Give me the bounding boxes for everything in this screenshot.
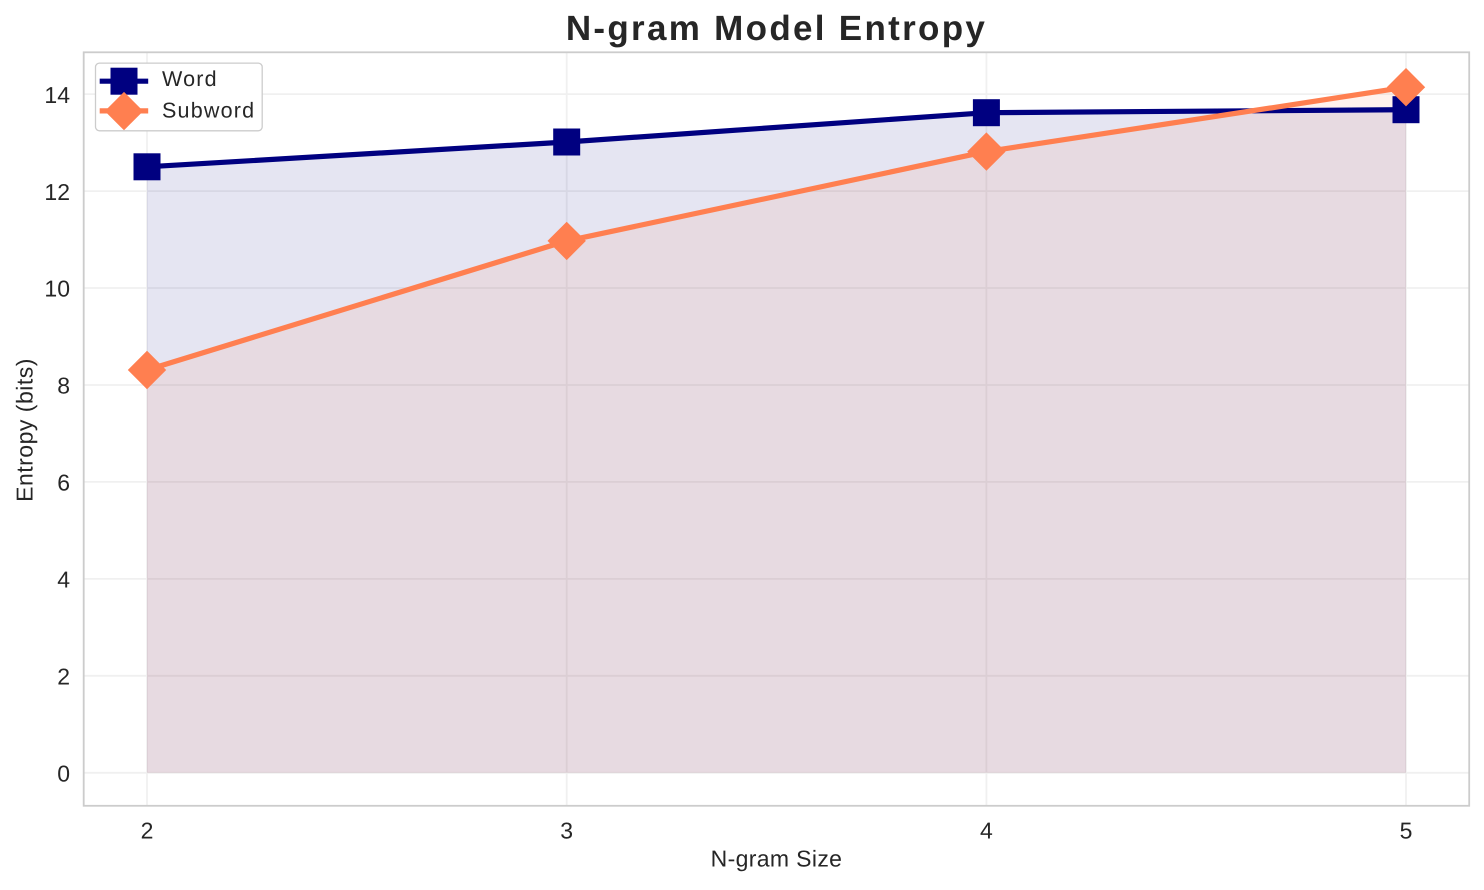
svg-text:N-gram Size: N-gram Size xyxy=(711,846,843,872)
svg-text:10: 10 xyxy=(44,276,70,302)
svg-text:Subword: Subword xyxy=(162,99,255,123)
svg-text:8: 8 xyxy=(57,373,70,399)
svg-text:4: 4 xyxy=(980,818,993,844)
svg-text:3: 3 xyxy=(560,818,573,844)
svg-text:14: 14 xyxy=(44,82,70,108)
svg-text:6: 6 xyxy=(57,470,70,496)
svg-text:N-gram Model Entropy: N-gram Model Entropy xyxy=(566,9,987,48)
svg-text:5: 5 xyxy=(1400,818,1413,844)
svg-text:Word: Word xyxy=(162,67,218,91)
svg-text:4: 4 xyxy=(57,567,70,593)
svg-text:2: 2 xyxy=(141,818,154,844)
svg-text:2: 2 xyxy=(57,664,70,690)
svg-text:0: 0 xyxy=(57,761,70,787)
svg-text:12: 12 xyxy=(44,179,70,205)
svg-text:Entropy (bits): Entropy (bits) xyxy=(12,358,38,502)
